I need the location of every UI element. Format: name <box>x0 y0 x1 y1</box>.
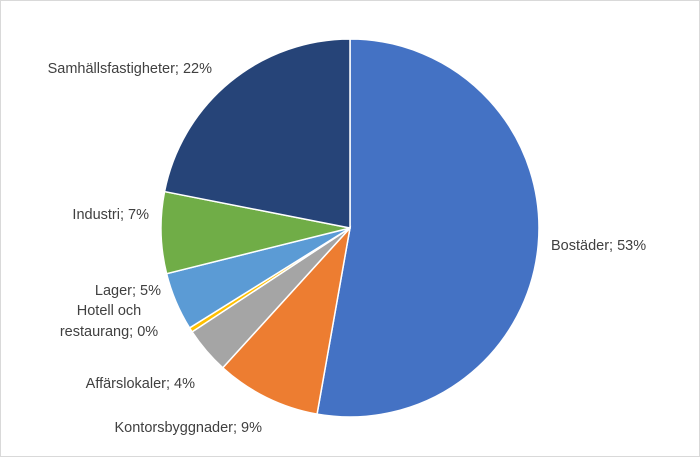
slice-label: Affärslokaler; 4% <box>86 376 195 392</box>
pie-slices <box>160 38 540 418</box>
slice-labels: Bostäder; 53% Kontorsbyggnader; 9% Affärsl… <box>48 61 647 436</box>
slice-label: Hotell och restaurang; 0% <box>60 303 158 340</box>
slice-label: Lager; 5% <box>95 283 161 299</box>
slice-label: Industri; 7% <box>72 207 149 223</box>
slice-label: Bostäder; 53% <box>551 238 646 254</box>
pie-slice-kontorsbyggnader <box>221 225 352 415</box>
slice-label: Kontorsbyggnader; 9% <box>114 420 262 436</box>
slice-label-line: Hotell och <box>77 303 141 319</box>
pie-slice-samhallsfastigheter <box>163 38 351 229</box>
slice-label-line: restaurang; 0% <box>60 324 158 340</box>
pie-slice-bostader <box>316 38 540 418</box>
slice-label: Samhällsfastigheter; 22% <box>48 61 213 77</box>
